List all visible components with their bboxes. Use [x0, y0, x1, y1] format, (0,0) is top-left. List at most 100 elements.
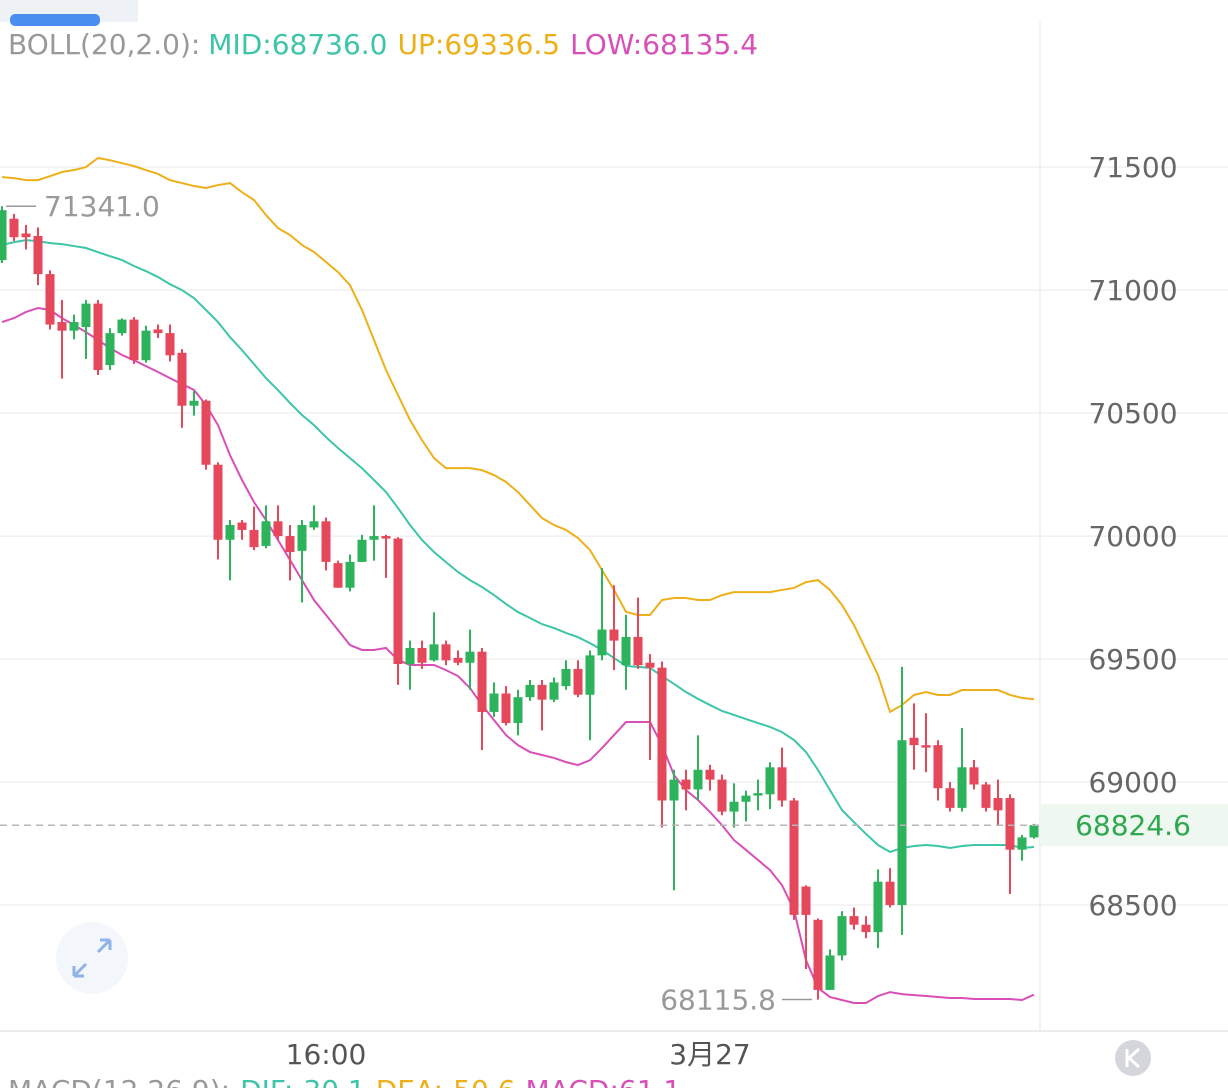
- high-marker-label: 71341.0: [44, 190, 160, 223]
- candle-body: [717, 779, 727, 812]
- legend-entry: MID:68736.0: [208, 28, 387, 61]
- candle-body: [693, 769, 703, 790]
- candle-body: [225, 525, 235, 540]
- candle-body: [477, 651, 487, 712]
- candle-body: [741, 795, 751, 802]
- candle-body: [861, 924, 871, 933]
- candle-body: [1005, 798, 1015, 850]
- band-line: [1, 156, 1035, 714]
- candle-body: [933, 745, 943, 789]
- indicator-header: BOLL(20,2.0): MID:68736.0 UP:69336.5 LOW:68…: [8, 28, 758, 61]
- candle-body: [345, 561, 355, 588]
- grid: [0, 166, 1228, 906]
- candle-body: [645, 662, 655, 668]
- candle-body: [9, 218, 19, 238]
- x-tick-label: 3月27: [669, 1038, 750, 1071]
- sub-indicator-entry: DIF:-30.1: [240, 1074, 366, 1088]
- candle-body: [621, 636, 631, 666]
- candle-body: [237, 522, 247, 530]
- candle-body: [561, 668, 571, 687]
- candle-body: [837, 916, 847, 956]
- expand-button[interactable]: [56, 922, 128, 994]
- candle-body: [813, 919, 823, 990]
- bands: [1, 156, 1035, 1004]
- y-tick-label: 68500: [1088, 889, 1177, 922]
- candle-body: [669, 779, 679, 801]
- candle-body: [597, 629, 607, 656]
- candle-body: [441, 644, 451, 661]
- candle-body: [753, 793, 763, 796]
- candle-body: [153, 329, 163, 334]
- candle-body: [801, 886, 811, 915]
- candles: [0, 206, 1039, 1000]
- band-line: [1, 307, 1035, 1004]
- candle-body: [501, 693, 511, 724]
- candle-body: [921, 745, 931, 748]
- candle-body: [357, 539, 367, 562]
- candle-body: [21, 233, 31, 238]
- candle-body: [849, 916, 859, 925]
- legend-entry: UP:69336.5: [398, 28, 561, 61]
- low-marker-label: 68115.8: [660, 984, 776, 1017]
- logo-icon: [1125, 1047, 1141, 1069]
- candle-body: [957, 767, 967, 808]
- candle-body: [609, 629, 619, 641]
- candle-body: [417, 647, 427, 663]
- candle-body: [189, 400, 199, 406]
- candle-body: [549, 682, 559, 700]
- candle-body: [825, 955, 835, 990]
- sub-indicator-header: MACD(12,26,9): DIF:-30.1 DEA:-50.6 MACD:61.…: [8, 1074, 681, 1088]
- candle-body: [909, 737, 919, 746]
- sub-indicator-entry: DEA:-50.6: [376, 1074, 516, 1088]
- candle-body: [141, 330, 151, 361]
- candle-body: [393, 538, 403, 664]
- candle-body: [885, 881, 895, 906]
- candle-body: [249, 529, 259, 548]
- sub-indicator-entry: MACD:61.1: [526, 1074, 682, 1088]
- candle-body: [285, 536, 295, 553]
- candle-body: [657, 667, 667, 801]
- candle-body: [945, 788, 955, 808]
- candle-body: [321, 521, 331, 562]
- candle-body: [729, 801, 739, 812]
- candle-body: [525, 684, 535, 698]
- y-tick-label: 71000: [1088, 274, 1177, 307]
- candle-body: [765, 767, 775, 795]
- candle-body: [897, 740, 907, 906]
- candle-body: [1017, 837, 1027, 850]
- candle-body: [117, 319, 127, 334]
- candle-body: [777, 767, 787, 801]
- candle-body: [105, 333, 115, 366]
- candle-body: [585, 655, 595, 695]
- candle-body: [261, 521, 271, 546]
- candle-body: [369, 536, 379, 540]
- candle-body: [993, 798, 1003, 811]
- candle-body: [789, 800, 799, 915]
- last-price-label: 68824.6: [1075, 809, 1191, 842]
- candle-body: [873, 881, 883, 933]
- active-tab[interactable]: [10, 14, 100, 26]
- candle-body: [381, 536, 391, 539]
- candle-body: [537, 684, 547, 700]
- candle-body: [57, 322, 67, 331]
- candle-body: [981, 784, 991, 808]
- candle-body: [33, 235, 43, 275]
- y-tick-label: 69000: [1088, 766, 1177, 799]
- candle-body: [297, 525, 307, 551]
- labels: 68500 69000 69500 70000 70500 71000 71500 16:00…: [0, 151, 1228, 1071]
- y-tick-label: 70500: [1088, 397, 1177, 430]
- candle-body: [213, 464, 223, 540]
- candle-body: [681, 779, 691, 790]
- candle-body: [333, 563, 343, 588]
- candle-body: [309, 521, 319, 528]
- logo-button[interactable]: [1115, 1040, 1151, 1076]
- candle-body: [705, 769, 715, 780]
- candle-body: [465, 651, 475, 663]
- y-tick-label: 70000: [1088, 520, 1177, 553]
- candle-body: [129, 319, 139, 361]
- x-tick-label: 16:00: [286, 1038, 367, 1071]
- candle-body: [573, 668, 583, 695]
- expand-icon: [72, 938, 112, 978]
- legend-entry: LOW:68135.4: [570, 28, 758, 61]
